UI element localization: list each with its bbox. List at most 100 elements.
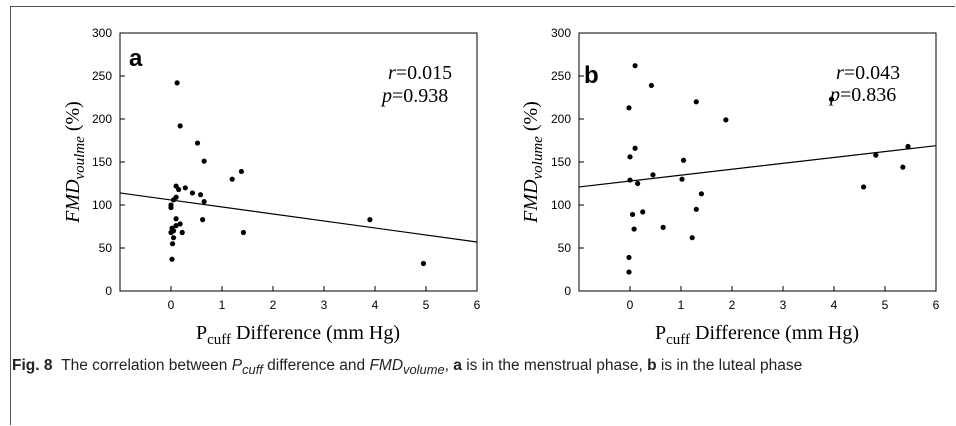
scatter-point-a [179,229,185,236]
scatter-point-b [660,224,666,230]
annotation-r-b: r=0.043 [836,62,900,84]
y-tick-label-b: 250 [551,69,571,83]
caption-fmd-sub: volume [403,362,445,378]
y-axis-label-suffix-a: (%) [62,101,84,136]
scatter-point-b [640,209,646,215]
x-axis-label-b: Pcuff Difference (mm Hg) [655,322,859,348]
scatter-point-a [189,190,196,196]
scatter-point-b [860,184,867,190]
x-tick-label-a: 5 [423,298,430,312]
annotation-r-value-b: =0.043 [844,62,900,84]
scatter-point-b [679,176,685,182]
scatter-point-b [650,172,656,178]
annotation-p-a: p=0.938 [380,85,448,107]
scatter-point-b [698,191,705,197]
y-axis-label-sub-b: volume [530,136,546,180]
caption-panel-a-ref: a [453,357,462,374]
y-axis-label-a: FMDvoulme (%) [62,101,88,224]
caption-text-3: , [444,357,454,374]
scatter-point-a [238,168,244,175]
scatter-point-a [197,192,204,198]
caption-text-1: The correlation between [61,357,232,374]
chart-panel-b: b r=0.043 p=0.836 FMDvolume (%) Pcuff Di… [520,26,940,348]
x-tick-label-a: 1 [219,298,226,312]
regression-line-b [578,145,937,188]
scatter-point-a [169,241,176,247]
x-axis-label-main-a: P [196,322,207,344]
y-tick-label-b: 150 [551,155,571,169]
y-tick-label-b: 300 [551,26,571,40]
x-tick-label-b: 3 [780,298,787,312]
y-tick-label-a: 200 [92,112,112,126]
y-tick-label-a: 250 [92,69,112,83]
scatter-point-b [626,105,632,111]
scatter-point-a [367,217,373,223]
x-axis-label-suffix-b: Difference (mm Hg) [690,322,859,344]
scatter-point-b [629,211,636,218]
annotation-p-b: p=0.836 [828,84,896,106]
caption-text-2: difference and [262,357,370,374]
scatter-point-a [201,198,207,205]
scatter-point-a [173,216,179,222]
y-tick-label-a: 50 [99,241,113,255]
x-axis-label-suffix-a: Difference (mm Hg) [231,322,400,344]
scatter-point-a [201,158,207,164]
caption-pcuff-main: P [231,357,243,374]
y-tick-label-b: 200 [551,112,571,126]
scatter-point-a [194,140,201,146]
y-axis-label-suffix-b: (%) [520,101,542,136]
y-tick-label-a: 300 [92,26,112,40]
regression-line-a [119,192,478,243]
scatter-point-a [200,217,206,223]
scatter-point-b [828,96,835,102]
panel-label-a: a [129,45,143,72]
panel-label-b: b [584,62,599,89]
annotation-p-label-b: p [828,84,840,106]
scatter-point-a [169,256,175,262]
y-axis-label-main-a: FMD [62,179,84,224]
x-tick-label-b: 1 [678,298,685,312]
figure-frame [10,6,955,425]
caption-text-5: is in the luteal phase [656,357,803,374]
scatter-point-a [168,204,174,211]
figure-caption: Fig. 8 The correlation between Pcuff dif… [12,355,942,381]
scatter-point-b [680,157,687,163]
y-tick-label-a: 0 [105,284,112,298]
scatter-point-b [900,164,906,170]
scatter-point-a [174,80,180,86]
x-tick-label-a: 6 [474,298,481,312]
scatter-point-b [631,226,637,232]
scatter-point-a [173,223,179,229]
x-tick-label-a: 4 [372,298,379,312]
annotation-p-value-a: =0.938 [392,85,448,107]
scatter-point-b [693,206,699,212]
x-tick-label-b: 5 [882,298,889,312]
annotation-r-label-b: r [836,62,844,84]
scatter-point-a [170,197,177,203]
x-tick-label-b: 4 [831,298,838,312]
x-tick-label-a: 2 [270,298,277,312]
y-tick-label-b: 50 [558,241,572,255]
scatter-point-b [626,254,632,261]
scatter-point-b [632,145,638,151]
scatter-point-b [723,117,729,123]
scatter-point-b [627,177,633,183]
scatter-point-b [632,63,638,69]
annotation-r-a: r=0.015 [388,62,452,84]
y-tick-label-a: 100 [92,198,112,212]
caption-panel-b-ref: b [647,357,657,374]
scatter-point-a [177,123,183,129]
scatter-point-b [689,235,695,241]
y-axis-label-b: FMDvolume (%) [520,101,546,224]
y-tick-label-b: 100 [551,198,571,212]
scatter-point-a [168,229,174,236]
scatter-point-b [873,152,879,158]
x-tick-label-b: 6 [933,298,940,312]
scatter-point-b [626,269,632,275]
scatter-point-b [693,99,699,105]
x-axis-label-main-b: P [655,322,666,344]
scatter-point-b [635,180,641,187]
annotation-r-value-a: =0.015 [396,62,452,84]
scatter-point-a [176,186,182,193]
x-axis-label-sub-a: cuff [207,332,231,348]
